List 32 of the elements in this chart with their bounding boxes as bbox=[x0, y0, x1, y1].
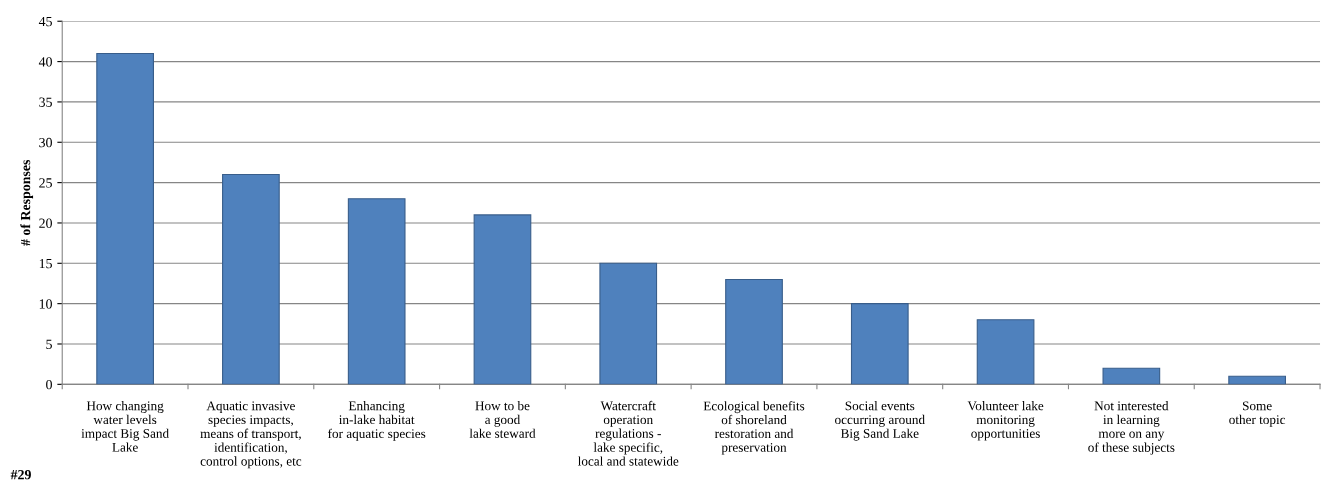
x-tick-label: How changing water levels impact Big Sand Lake bbox=[81, 401, 169, 452]
bar bbox=[599, 262, 658, 385]
y-tick-label: 5 bbox=[46, 339, 52, 349]
bar bbox=[1102, 367, 1161, 385]
x-tick-label: Volunteer lake monitoring opportunities bbox=[967, 401, 1044, 441]
x-tick-label: Some other topic bbox=[1229, 401, 1286, 427]
bar bbox=[725, 278, 783, 385]
y-tick-label: 45 bbox=[38, 16, 52, 27]
bar bbox=[1228, 375, 1286, 385]
bar bbox=[850, 303, 909, 385]
x-tick-label: Enhancing in-lake habitat for aquatic species bbox=[327, 401, 426, 441]
bar bbox=[976, 319, 1035, 385]
y-tick-label: 30 bbox=[39, 137, 52, 148]
x-tick-label: How to be a good lake steward bbox=[469, 401, 536, 438]
bar bbox=[96, 52, 154, 385]
y-tick-label: 20 bbox=[39, 218, 52, 228]
x-tick-label: Not interested in learning more on any of these subjects bbox=[1088, 401, 1175, 455]
bar bbox=[473, 214, 532, 385]
y-axis-title: # of Responses bbox=[20, 159, 34, 246]
y-tick-label: 40 bbox=[38, 57, 52, 67]
y-tick-label: 10 bbox=[39, 299, 52, 309]
y-tick-label: 25 bbox=[39, 178, 52, 188]
x-tick-label: Ecological benefits of shoreland restoration and preservation bbox=[703, 401, 805, 455]
y-tick-label: 35 bbox=[39, 97, 52, 107]
bar bbox=[347, 198, 406, 385]
y-tick-label: 0 bbox=[46, 379, 52, 390]
x-tick-label: Social events occurring around Big Sand Lake bbox=[835, 401, 925, 441]
x-tick-label: Aquatic invasive species impacts, means of transport, identification, control options, etc bbox=[200, 401, 302, 469]
text: #29 bbox=[10, 469, 31, 480]
y-tick-label: 15 bbox=[39, 258, 52, 269]
bar bbox=[222, 173, 280, 385]
x-tick-label: Watercraft operation regulations - lake specific, local and statewide bbox=[577, 400, 679, 466]
